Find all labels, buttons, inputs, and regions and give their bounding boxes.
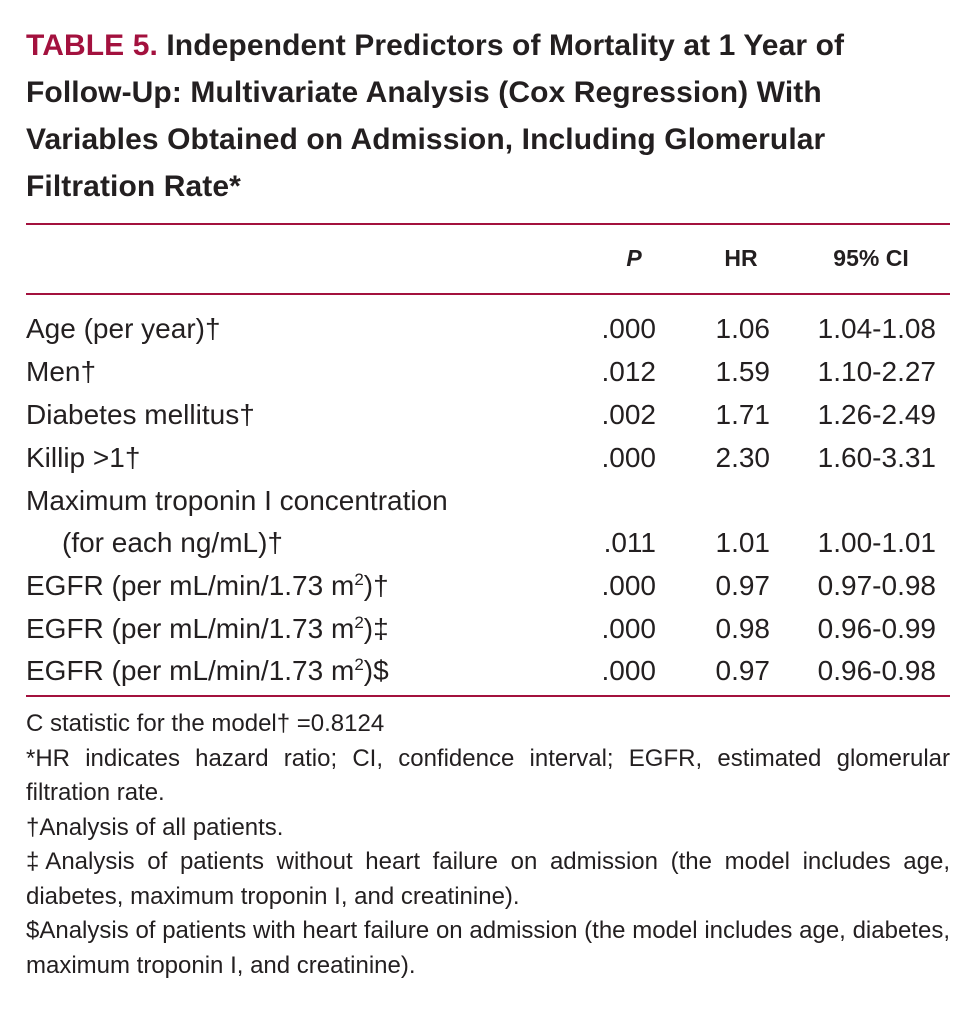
- row-label: EGFR (per mL/min/1.73 m2)‡: [26, 609, 389, 649]
- table-label: TABLE 5.: [26, 29, 158, 62]
- table-row: (for each ng/mL)† .011 1.01 1.00-1.01: [26, 523, 950, 563]
- footnote: ‡Analysis of patients without heart fail…: [26, 848, 950, 910]
- cell-ci: 0.96-0.99: [817, 613, 936, 644]
- column-header-hr: HR: [724, 245, 758, 271]
- table-row: EGFR (per mL/min/1.73 m2)† .000 0.97 0.9…: [26, 566, 950, 606]
- row-label: EGFR (per mL/min/1.73 m2)†: [26, 566, 389, 606]
- cell-ci: 1.60-3.31: [817, 442, 936, 473]
- cell-ci: 0.96-0.98: [817, 655, 936, 686]
- table-title: TABLE 5. Independent Predictors of Morta…: [26, 22, 926, 210]
- cell-p: .011: [603, 527, 656, 558]
- cell-p: .000: [601, 442, 657, 473]
- cell-hr: 1.06: [715, 313, 771, 344]
- header-rule: [26, 293, 950, 295]
- row-label-superscript: 2: [354, 655, 364, 674]
- table-row: Age (per year)† .000 1.06 1.04-1.08: [26, 309, 950, 349]
- row-label-superscript: 2: [354, 570, 364, 589]
- table-row: Diabetes mellitus† .002 1.71 1.26-2.49: [26, 395, 950, 435]
- bottom-rule: [26, 695, 950, 697]
- cell-ci: 1.26-2.49: [817, 399, 936, 430]
- table-body: Age (per year)† .000 1.06 1.04-1.08 Men†…: [26, 295, 950, 686]
- column-header-ci: 95% CI: [833, 245, 909, 271]
- table-footnotes: C statistic for the model† =0.8124 *HR i…: [26, 707, 950, 983]
- row-label-main: EGFR (per mL/min/1.73 m: [26, 570, 355, 601]
- row-label-superscript: 2: [354, 613, 364, 632]
- cell-ci: 0.97-0.98: [817, 570, 936, 601]
- row-label: Age (per year)†: [26, 313, 221, 344]
- footnote: $Analysis of patients with heart failure…: [26, 917, 950, 979]
- cell-p: .000: [601, 570, 657, 601]
- row-label: Diabetes mellitus†: [26, 399, 255, 430]
- top-rule: [26, 223, 950, 225]
- row-label-suffix: )†: [363, 570, 389, 601]
- cell-p: .002: [601, 399, 657, 430]
- cell-hr: 1.01: [715, 527, 771, 558]
- cell-hr: 2.30: [715, 442, 771, 473]
- row-label-main: EGFR (per mL/min/1.73 m: [26, 613, 355, 644]
- cell-p: .000: [601, 313, 657, 344]
- footnote: †Analysis of all patients.: [26, 813, 284, 841]
- row-label-main: EGFR (per mL/min/1.73 m: [26, 655, 355, 686]
- cell-ci: 1.00-1.01: [817, 527, 936, 558]
- table-row: EGFR (per mL/min/1.73 m2)‡ .000 0.98 0.9…: [26, 609, 950, 649]
- column-header-p: P: [626, 245, 642, 271]
- cell-hr: 0.98: [715, 613, 771, 644]
- cell-p: .000: [601, 655, 657, 686]
- cell-ci: 1.10-2.27: [817, 356, 936, 387]
- table-header: P HR 95% CI: [26, 225, 950, 293]
- row-label-suffix: )$: [363, 655, 389, 686]
- cell-hr: 1.59: [715, 356, 771, 387]
- footnote: C statistic for the model† =0.8124: [26, 710, 385, 737]
- table-row: EGFR (per mL/min/1.73 m2)$ .000 0.97 0.9…: [26, 651, 950, 691]
- row-label: EGFR (per mL/min/1.73 m2)$: [26, 651, 389, 691]
- table-row: Men† .012 1.59 1.10-2.27: [26, 352, 950, 392]
- table-row: Maximum troponin I concentration: [26, 481, 950, 521]
- table-figure: TABLE 5. Independent Predictors of Morta…: [26, 22, 950, 983]
- cell-hr: 1.71: [715, 399, 771, 430]
- cell-p: .012: [601, 356, 657, 387]
- row-label: Maximum troponin I concentration: [26, 485, 448, 516]
- row-label-suffix: )‡: [363, 613, 389, 644]
- cell-ci: 1.04-1.08: [817, 313, 936, 344]
- table-title-text: Independent Predictors of Mortality at 1…: [26, 29, 845, 203]
- cell-hr: 0.97: [715, 570, 771, 601]
- footnote: *HR indicates hazard ratio; CI, confiden…: [26, 744, 950, 807]
- table-row: Killip >1† .000 2.30 1.60-3.31: [26, 438, 950, 478]
- cell-p: .000: [601, 613, 657, 644]
- row-label-continuation: (for each ng/mL)†: [62, 527, 283, 558]
- row-label: Killip >1†: [26, 442, 141, 473]
- cell-hr: 0.97: [715, 655, 771, 686]
- row-label: Men†: [26, 356, 97, 387]
